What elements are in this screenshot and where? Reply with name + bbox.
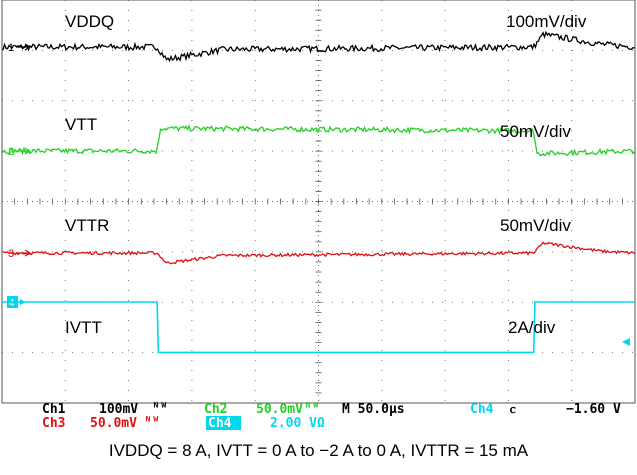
- status-ch3-value: 50.0mV: [90, 416, 137, 431]
- figure-caption: IVDDQ = 8 A, IVTT = 0 A to −2 A to 0 A, …: [108, 441, 529, 460]
- status-trigger-source: Ch4: [470, 402, 494, 417]
- status-ch1-name: Ch1: [42, 402, 66, 417]
- trace-labels: VDDQ VTT VTTR IVTT 100mV/div 50mV/div 50mV/div…: [65, 12, 587, 337]
- scale-label-vddq: 100mV/div: [506, 12, 587, 31]
- graticule: [1, 0, 636, 404]
- status-ch2-value: 50.0mV: [256, 402, 303, 417]
- status-ch3-bw: ᴺᵂ: [144, 415, 160, 430]
- trigger-level-marker: [622, 338, 630, 346]
- status-readout: Ch1 100mV ᴺᵂ Ch2 50.0mV ᴺᵂ M 50.0µs Ch4 ⲥ −1.60 V…: [42, 401, 621, 431]
- scale-label-vttr: 50mV/div: [500, 216, 571, 235]
- status-ch2-name: Ch2: [204, 402, 227, 417]
- ch3-marker: 3: [8, 248, 14, 260]
- ch2-marker: 2: [8, 146, 14, 158]
- scale-label-vtt: 50mV/div: [500, 122, 571, 141]
- status-ch1-value: 100mV: [99, 402, 138, 417]
- trace-vddq: [2, 30, 635, 63]
- status-timebase: M 50.0µs: [342, 402, 405, 417]
- status-ch4-badge: [206, 416, 241, 430]
- status-ch4-value: 2.00 VΩ: [270, 416, 325, 431]
- status-ch4-name: Ch4: [208, 416, 232, 431]
- status-ch1-bw: ᴺᵂ: [152, 401, 168, 416]
- ch4-marker: 4: [9, 298, 15, 309]
- scale-label-ivtt: 2A/div: [508, 318, 556, 337]
- trace-name-ivtt: IVTT: [65, 318, 102, 337]
- status-trigger-level: −1.60 V: [566, 402, 621, 417]
- trace-name-vtt: VTT: [65, 115, 97, 134]
- trace-ivtt: [2, 301, 635, 354]
- status-ch3-name: Ch3: [42, 416, 65, 431]
- status-ch2-bw: ᴺᵂ: [304, 401, 320, 416]
- trace-vtt: [2, 124, 635, 157]
- status-trigger-slope: ⲥ: [510, 402, 516, 417]
- trace-name-vttr: VTTR: [65, 216, 109, 235]
- waveforms: [2, 30, 635, 354]
- trace-name-vddq: VDDQ: [65, 12, 114, 31]
- trace-vttr: [2, 241, 635, 265]
